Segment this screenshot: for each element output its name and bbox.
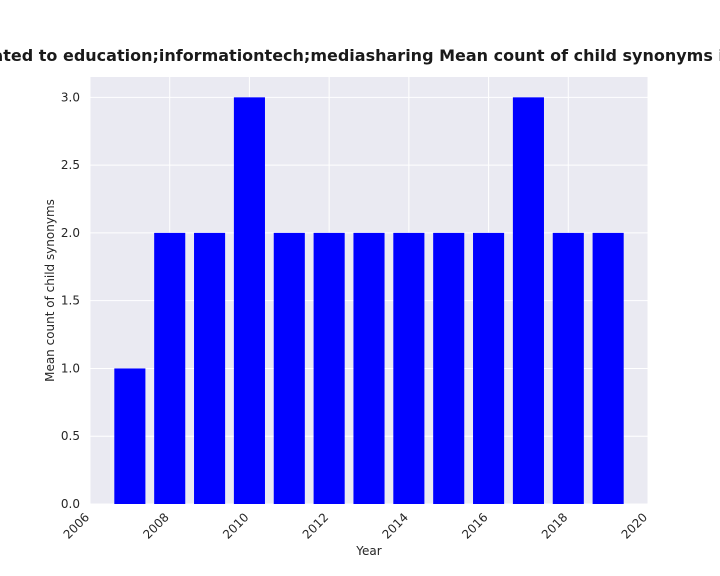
bar-2010 [233, 97, 265, 504]
x-tick-label: 2006 [61, 510, 92, 541]
x-tick-label: 2010 [220, 510, 251, 541]
x-tick-label: 2016 [459, 510, 490, 541]
bars [114, 97, 624, 504]
x-tick-label: 2018 [539, 510, 570, 541]
bar-2009 [194, 232, 226, 504]
x-tick-label: 2012 [300, 510, 331, 541]
bar-2007 [114, 368, 146, 504]
x-tick-labels: 2006 2008 2010 2012 2014 2016 2018 2020 [61, 510, 650, 541]
chart-title: are related to education;informationtech… [0, 46, 720, 70]
bar-2011 [273, 232, 305, 504]
bar-2015 [433, 232, 465, 504]
bar-2018 [552, 232, 584, 504]
y-tick-label: 2.0 [61, 226, 80, 240]
bar-2019 [592, 232, 624, 504]
x-tick-label: 2020 [619, 510, 650, 541]
y-tick-label: 1.0 [61, 361, 80, 375]
bar-2012 [313, 232, 345, 504]
y-axis-label: Mean count of child synonyms [43, 199, 57, 382]
y-tick-label: 2.5 [61, 158, 80, 172]
y-tick-label: 3.0 [61, 90, 80, 104]
bar-2013 [353, 232, 385, 504]
bar-2014 [393, 232, 425, 504]
chart-title-text: are related to education;informationtech… [0, 46, 720, 65]
bar-2008 [154, 232, 186, 504]
y-tick-label: 1.5 [61, 294, 80, 308]
y-tick-labels: 0.0 0.5 1.0 1.5 2.0 2.5 3.0 [61, 90, 80, 511]
x-tick-label: 2008 [140, 510, 171, 541]
y-tick-label: 0.0 [61, 497, 80, 511]
x-axis-label: Year [355, 544, 381, 558]
bar-2017 [512, 97, 544, 504]
bar-2016 [473, 232, 505, 504]
x-tick-label: 2014 [379, 510, 410, 541]
y-tick-label: 0.5 [61, 429, 80, 443]
